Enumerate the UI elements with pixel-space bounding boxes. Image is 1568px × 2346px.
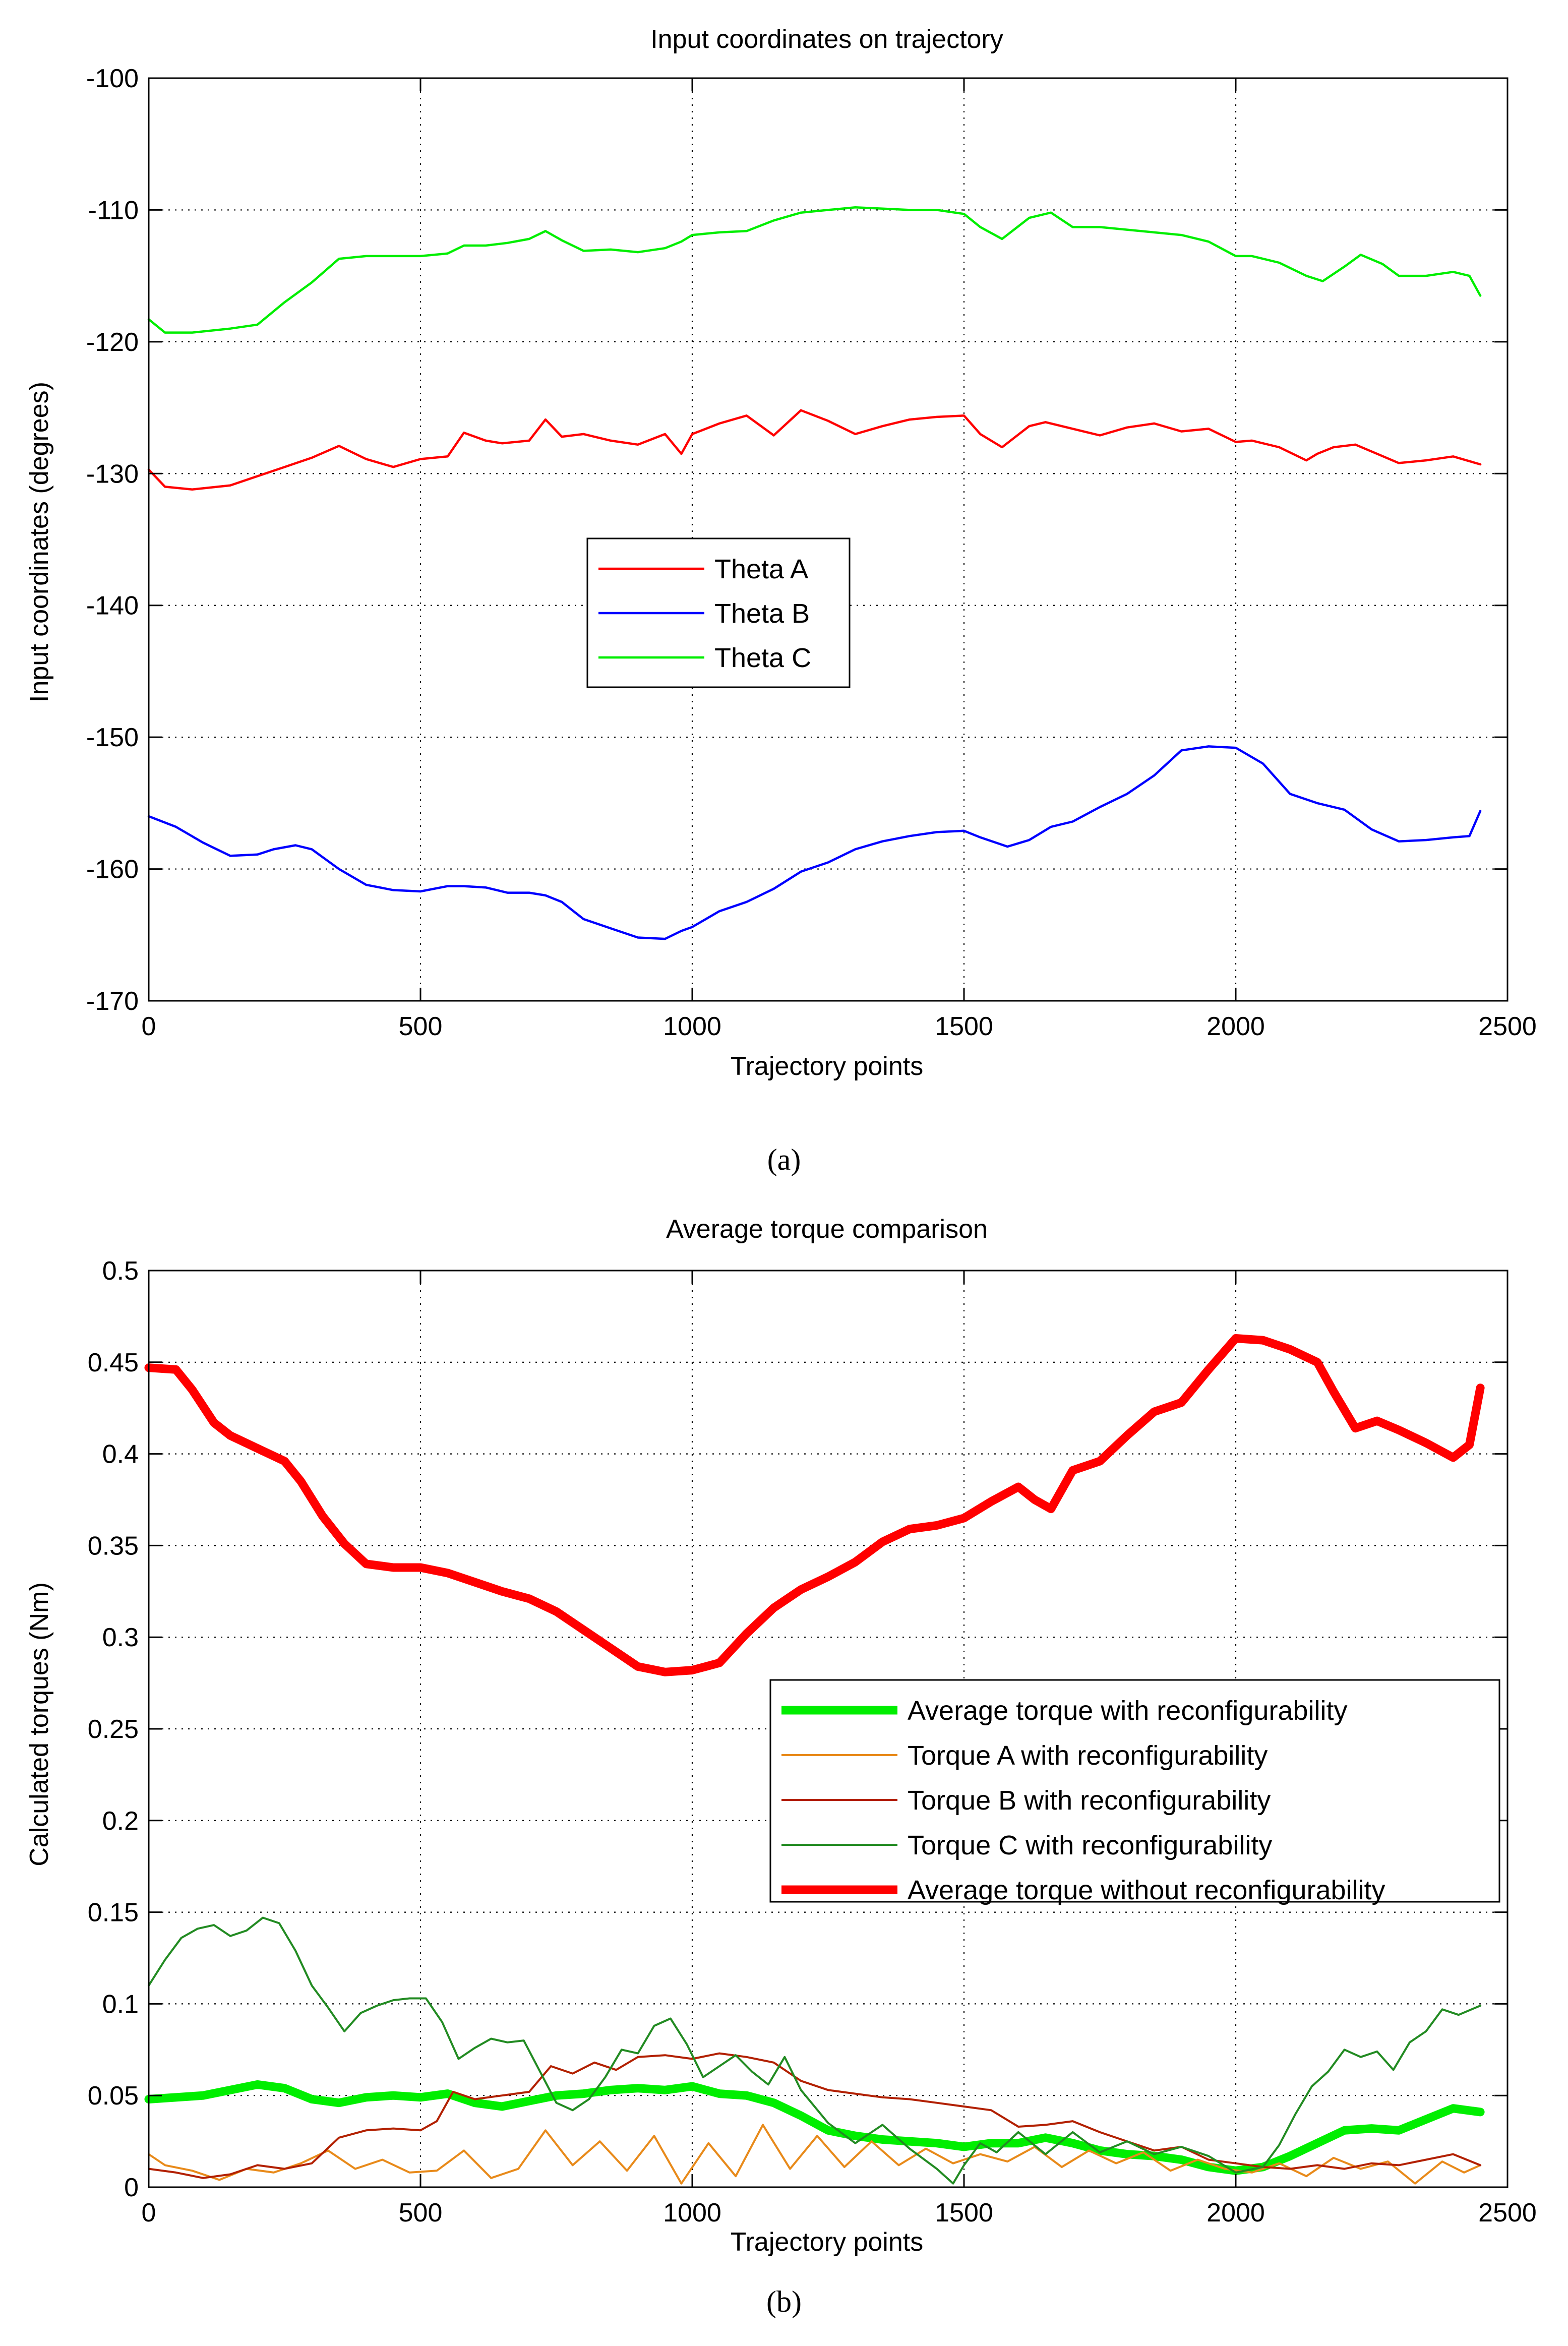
legend-entry: Torque A with reconfigurability <box>908 1740 1268 1771</box>
plot-series <box>147 206 1482 940</box>
y-tick-label: -120 <box>86 328 139 357</box>
x-tick-label: 1000 <box>663 2198 721 2228</box>
x-tick-label: 500 <box>399 1012 443 1041</box>
plot-series <box>144 1334 1485 2185</box>
y-tick-label: -100 <box>86 64 139 93</box>
legend: Average torque with reconfigurability Tor… <box>769 1679 1500 1905</box>
y-tick-label: 0.45 <box>88 1348 139 1377</box>
y-tick-label: 0.1 <box>102 1990 139 2019</box>
legend-entry: Torque B with reconfigurability <box>908 1785 1271 1816</box>
x-tick-label: 0 <box>142 2198 156 2228</box>
y-tick-label: -140 <box>86 591 139 621</box>
y-tick-label: 0.4 <box>102 1440 139 1469</box>
series-line-torque-b-with-reconfigurability <box>148 2052 1482 2179</box>
x-axis-label: Trajectory points <box>731 1052 923 1081</box>
legend-entry: Torque C with reconfigurability <box>908 1830 1272 1860</box>
y-axis-label: Input coordinates (degrees) <box>25 382 54 702</box>
axis-ticks: 0 500 1000 1500 2000 2500 0 0.05 0.1 0.15 0.2 0.25 0… <box>88 1256 1537 2228</box>
legend-entry: Average torque without reconfigurability <box>908 1875 1385 1905</box>
series-line-theta-b <box>147 745 1482 940</box>
x-tick-label: 0 <box>142 1012 156 1041</box>
chart-title: Input coordinates on trajectory <box>650 25 1003 54</box>
series-line-torque-a-with-reconfigurability <box>148 2124 1482 2185</box>
legend-entry: Theta B <box>714 598 810 629</box>
y-tick-label: 0 <box>124 2173 139 2202</box>
x-tick-label: 500 <box>399 2198 443 2228</box>
chart-input-coordinates: Input coordinates on trajectory Input co… <box>25 25 1537 1081</box>
y-tick-label: -150 <box>86 723 139 752</box>
x-tick-label: 1000 <box>663 1012 721 1041</box>
y-tick-label: 0.05 <box>88 2081 139 2111</box>
x-tick-label: 2000 <box>1207 2198 1265 2228</box>
y-tick-label: 0.15 <box>88 1898 139 1928</box>
y-tick-label: -110 <box>88 196 139 225</box>
x-tick-label: 2500 <box>1478 1012 1537 1041</box>
y-tick-label: 0.3 <box>102 1623 139 1652</box>
legend-box <box>769 1679 1500 1903</box>
series-line-theta-c <box>147 206 1482 334</box>
x-tick-label: 1500 <box>935 2198 993 2228</box>
series-line-average-torque-without-reconfigurability <box>144 1334 1485 1676</box>
plot-frame <box>148 77 1509 1002</box>
axis-ticks: 0 500 1000 1500 2000 2500 -170 -160 -150 -140 -130… <box>86 64 1537 1041</box>
figure-label-a: (a) <box>767 1143 801 1176</box>
legend-entry: Theta A <box>714 554 808 584</box>
y-tick-label: 0.5 <box>102 1256 139 1286</box>
y-tick-label: -160 <box>86 855 139 884</box>
x-tick-label: 2500 <box>1478 2198 1537 2228</box>
y-tick-label: 0.35 <box>88 1531 139 1560</box>
chart-title: Average torque comparison <box>666 1215 988 1244</box>
y-axis-label: Calculated torques (Nm) <box>25 1582 54 1867</box>
y-tick-label: -130 <box>86 459 139 489</box>
y-tick-label: 0.2 <box>102 1807 139 1836</box>
chart-average-torque: Average torque comparison Calculated tor… <box>25 1215 1537 2257</box>
y-tick-label: -170 <box>86 987 139 1016</box>
series-line-torque-c-with-reconfigurability <box>148 1916 1482 2185</box>
y-tick-label: 0.25 <box>88 1715 139 1744</box>
legend-entry: Theta C <box>714 643 811 673</box>
figure-label-b: (b) <box>766 2285 802 2318</box>
x-tick-label: 2000 <box>1207 1012 1265 1041</box>
legend-entry: Average torque with reconfigurability <box>908 1696 1348 1726</box>
series-line-theta-a <box>147 409 1482 491</box>
legend: Theta A Theta B Theta C <box>586 537 851 688</box>
x-axis-label: Trajectory points <box>731 2228 923 2257</box>
x-tick-label: 1500 <box>935 1012 993 1041</box>
